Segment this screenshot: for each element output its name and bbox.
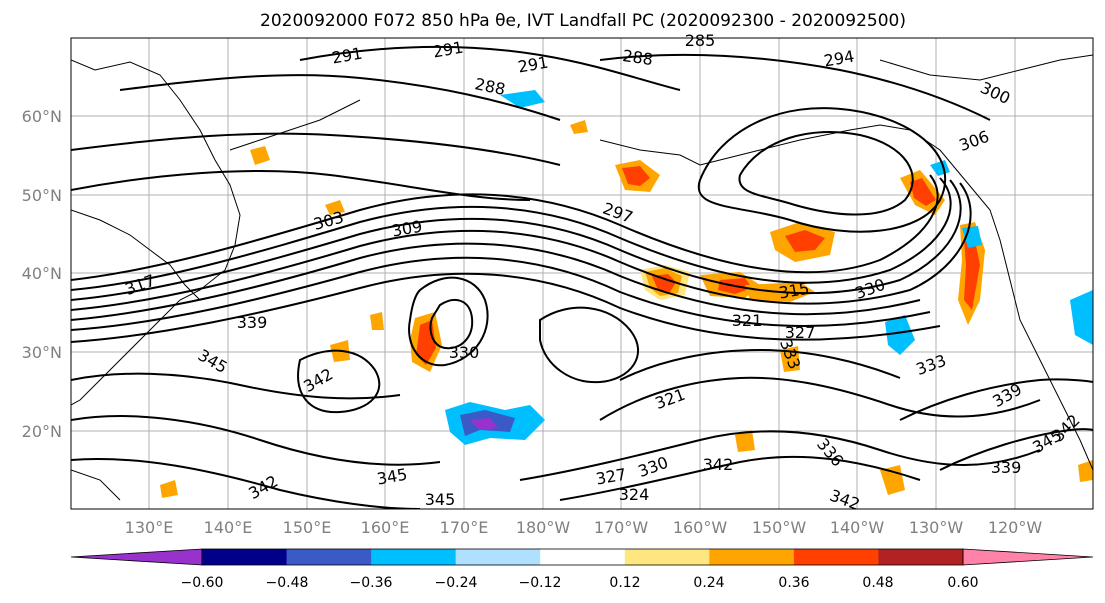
contour-label: 339 — [237, 313, 268, 332]
contour-label: 321 — [732, 311, 763, 330]
lon-label: 170°E — [440, 518, 489, 537]
colorbar — [70, 548, 1094, 566]
lon-label: 130°E — [125, 518, 174, 537]
shade-patch — [470, 418, 498, 430]
contour-label: 285 — [685, 31, 716, 50]
shade-patch — [652, 274, 676, 292]
shade-patch — [885, 315, 915, 355]
colorbar-bin — [371, 549, 457, 565]
figure-title: 2020092000 F072 850 hPa θe, IVT Landfall… — [260, 11, 906, 31]
colorbar-tick-label: 0.24 — [693, 575, 724, 591]
colorbar-tick-label: −0.60 — [181, 575, 224, 591]
colorbar-bin — [624, 549, 710, 565]
lon-label: 150°W — [752, 518, 807, 537]
lon-label: 150°E — [283, 518, 332, 537]
colorbar-tick-label: −0.12 — [519, 575, 562, 591]
lon-label: 130°W — [909, 518, 964, 537]
colorbar-tick-label: 0.12 — [609, 575, 640, 591]
colorbar-bin — [540, 549, 626, 565]
shade-patch — [370, 312, 384, 330]
shade-patch — [160, 480, 178, 498]
contour-label: 327 — [785, 323, 816, 342]
shade-patch — [325, 200, 345, 215]
colorbar-tick-label: 0.48 — [862, 575, 893, 591]
map-panel: 291 291 291 288 288 285 294 300 306 303 … — [70, 31, 1094, 514]
lat-label: 50°N — [22, 186, 62, 205]
shade-patch — [964, 236, 980, 310]
shade-patch — [1078, 460, 1093, 482]
lat-label: 30°N — [22, 343, 62, 362]
colorbar-bin — [202, 549, 288, 565]
colorbar-bin — [709, 549, 795, 565]
colorbar-bin — [878, 549, 964, 565]
contour-label: 345 — [425, 490, 456, 509]
colorbar-extend-min — [70, 548, 203, 566]
theta-e-contours — [71, 45, 1093, 509]
shade-patch — [570, 120, 588, 134]
lat-label: 60°N — [22, 107, 62, 126]
colorbar-tick-label: −0.48 — [266, 575, 309, 591]
contour-label: 339 — [991, 458, 1022, 477]
contour-label: 324 — [619, 485, 650, 504]
colorbar-labels: −0.60 −0.48 −0.36 −0.24 −0.12 0.12 0.24 … — [181, 575, 979, 591]
colorbar-bin — [793, 549, 879, 565]
map-frame — [70, 37, 1094, 510]
colorbar-bin — [455, 549, 541, 565]
colorbar-bin — [286, 549, 372, 565]
lon-label: 160°W — [673, 518, 728, 537]
shade-patch — [250, 146, 270, 165]
lon-label: 160°E — [361, 518, 410, 537]
colorbar-tick-label: 0.36 — [778, 575, 809, 591]
shade-patch — [785, 230, 825, 252]
colorbar-tick-label: 0.60 — [947, 575, 978, 591]
contour-label: 330 — [449, 343, 480, 362]
lon-label: 140°W — [830, 518, 885, 537]
shade-patch — [1070, 290, 1093, 345]
colorbar-tick-label: −0.24 — [435, 575, 478, 591]
colorbar-frame — [201, 548, 964, 566]
lat-label: 40°N — [22, 264, 62, 283]
shade-patch — [622, 166, 650, 186]
shade-patch — [735, 430, 755, 452]
lon-label: 180°W — [516, 518, 571, 537]
shade-patch — [500, 90, 545, 108]
colorbar-extend-max — [962, 548, 1094, 566]
lon-label: 170°W — [594, 518, 649, 537]
contour-label: 288 — [621, 46, 654, 69]
contour-label: 342 — [703, 455, 734, 474]
lon-label: 140°E — [204, 518, 253, 537]
lat-labels: 60°N 50°N 40°N 30°N 20°N — [22, 107, 62, 441]
lat-label: 20°N — [22, 422, 62, 441]
lon-label: 120°W — [988, 518, 1043, 537]
colorbar-tick-label: −0.36 — [350, 575, 393, 591]
shade-patch — [910, 178, 936, 206]
lon-labels: 130°E 140°E 150°E 160°E 170°E 180°W 170°… — [125, 518, 1043, 537]
